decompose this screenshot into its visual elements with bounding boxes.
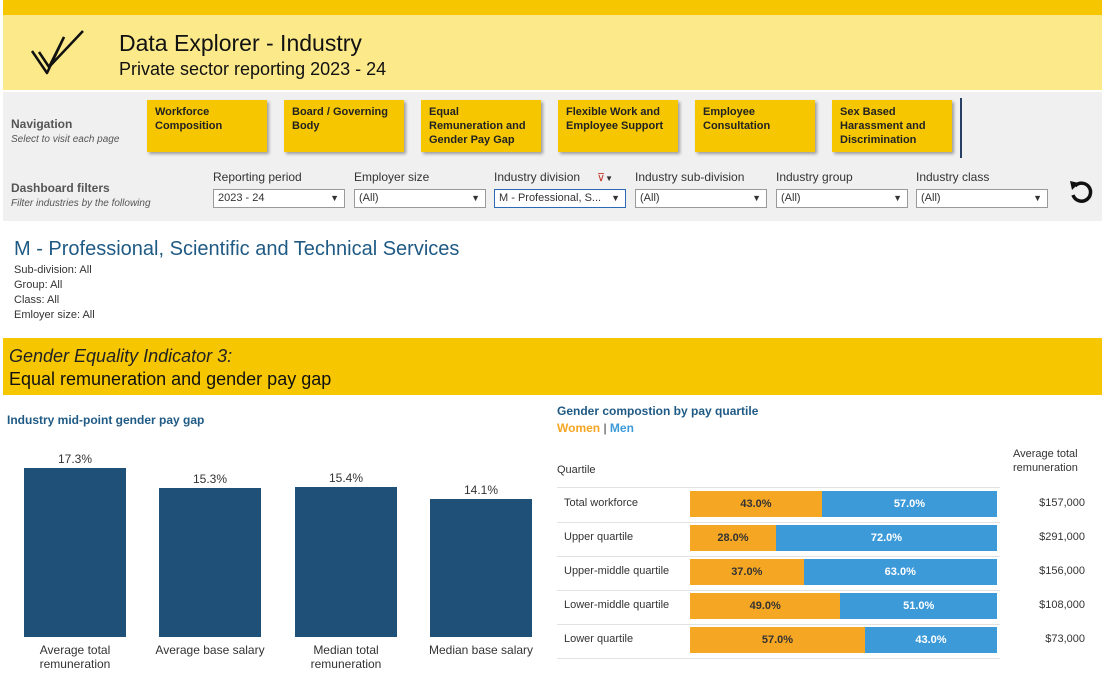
men-segment[interactable]: 63.0% [803,559,997,585]
legend-women: Women [557,421,601,435]
women-segment[interactable]: 57.0% [690,627,865,653]
top-accent-stripe [3,0,1102,15]
filter-label-reporting-period: Reporting period [213,170,302,184]
reporting-period-dropdown[interactable]: 2023 - 24 ▼ [213,189,345,208]
chevron-down-icon: ▼ [752,193,761,203]
chevron-down-icon: ▼ [1033,193,1042,203]
nav-button-employee-consultation[interactable]: Employee Consultation [695,100,815,152]
clear-filter-icon[interactable]: ⊽▼ [597,172,613,184]
pay-gap-category-label: Average total remuneration [39,643,111,671]
remuneration-value: $157,000 [1039,497,1085,509]
filters-hint: Filter industries by the following [11,198,151,209]
indicator-number: Gender Equality Indicator 3: [9,346,233,366]
employer-size-value: (All) [359,192,379,204]
quartile-legend: Women | Men [557,421,634,435]
nav-button-board[interactable]: Board / Governing Body [284,100,404,152]
filter-label-industry-class: Industry class [916,170,990,184]
nav-divider [960,98,962,158]
industry-group-dropdown[interactable]: (All) ▼ [776,189,908,208]
row-divider [557,556,1000,557]
chevron-down-icon: ▼ [893,193,902,203]
nav-button-harassment[interactable]: Sex Based Harassment and Discrimination [832,100,952,152]
row-divider [557,522,1000,523]
industry-class-dropdown[interactable]: (All) ▼ [916,189,1048,208]
reporting-period-value: 2023 - 24 [218,192,265,204]
industry-division-dropdown[interactable]: M - Professional, S... ▼ [494,189,626,208]
pay-gap-bar[interactable] [430,499,532,637]
quartile-row-label: Lower-middle quartile [564,599,670,611]
quartile-column-header: Quartile [557,464,596,476]
page-title: Data Explorer - Industry [119,30,362,56]
quartile-row-label: Lower quartile [564,633,634,645]
pay-gap-category-label: Median base salary [428,643,534,657]
chevron-down-icon: ▼ [611,193,620,203]
quartile-row-label: Upper-middle quartile [564,565,670,577]
row-divider [557,590,1000,591]
subdivision-text: Sub-division: All [14,264,92,276]
filter-label-industry-group: Industry group [776,170,853,184]
women-segment[interactable]: 43.0% [690,491,822,517]
class-text: Class: All [14,294,60,306]
legend-men: Men [609,421,634,435]
filter-label-employer-size: Employer size [354,170,430,184]
quartile-row-label: Total workforce [564,497,638,509]
remuneration-value: $291,000 [1039,531,1085,543]
indicator-banner: Gender Equality Indicator 3: Equal remun… [3,338,1102,395]
men-segment[interactable]: 43.0% [864,627,997,653]
nav-button-equal-remuneration[interactable]: Equal Remuneration and Gender Pay Gap [421,100,541,152]
page-subtitle: Private sector reporting 2023 - 24 [119,59,387,79]
navigation-label: Navigation [11,117,73,131]
pay-gap-value-label: 17.3% [57,452,93,466]
navigation-hint: Select to visit each page [11,134,120,145]
filter-panel: Navigation Select to visit each page Wor… [3,92,1102,221]
pay-gap-value-label: 14.1% [463,483,499,498]
industry-sub-division-dropdown[interactable]: (All) ▼ [635,189,767,208]
pay-gap-category-label: Average base salary [155,643,265,657]
women-segment[interactable]: 37.0% [690,559,804,585]
header-divider [557,487,1000,488]
filter-label-industry-division: Industry division [494,170,581,184]
nav-button-workforce-composition[interactable]: Workforce Composition [147,100,267,152]
industry-division-value: M - Professional, S... [499,192,602,204]
page-header: Data Explorer - Industry Private sector … [3,15,1102,90]
legend-separator: | [603,421,610,435]
pay-gap-value-label: 15.4% [328,470,364,485]
men-segment[interactable]: 72.0% [775,525,997,551]
remuneration-value: $108,000 [1039,599,1085,611]
employer-size-text: Emloyer size: All [14,309,95,321]
industry-class-value: (All) [921,192,941,204]
checkmark-logo-icon [30,30,84,75]
remuneration-value: $156,000 [1039,565,1085,577]
chevron-down-icon: ▼ [330,193,339,203]
pay-gap-category-label: Median total remuneration [310,643,382,671]
row-divider [557,624,1000,625]
row-divider [557,658,1000,659]
industry-sub-division-value: (All) [640,192,660,204]
filters-label: Dashboard filters [11,181,110,195]
nav-button-flexible-work[interactable]: Flexible Work and Employee Support [558,100,678,152]
quartile-chart-title: Gender compostion by pay quartile [557,404,759,418]
reset-icon[interactable] [1067,178,1095,206]
group-text: Group: All [14,279,63,291]
remuneration-value: $73,000 [1045,633,1085,645]
pay-gap-value-label: 15.3% [192,471,228,486]
women-segment[interactable]: 49.0% [690,593,841,619]
pay-gap-bar[interactable] [159,487,261,637]
industry-title: M - Professional, Scientific and Technic… [14,238,460,260]
pay-gap-bar[interactable] [24,468,126,637]
men-segment[interactable]: 51.0% [840,593,997,619]
filter-label-industry-sub-division: Industry sub-division [635,170,745,184]
remuneration-column-header: Average total remuneration [1013,448,1078,474]
pay-gap-bar[interactable] [295,486,397,637]
chevron-down-icon: ▼ [471,193,480,203]
pay-gap-chart-title: Industry mid-point gender pay gap [7,413,205,427]
men-segment[interactable]: 57.0% [822,491,997,517]
indicator-title: Equal remuneration and gender pay gap [9,369,332,389]
quartile-row-label: Upper quartile [564,531,634,543]
employer-size-dropdown[interactable]: (All) ▼ [354,189,486,208]
industry-group-value: (All) [781,192,801,204]
women-segment[interactable]: 28.0% [690,525,776,551]
